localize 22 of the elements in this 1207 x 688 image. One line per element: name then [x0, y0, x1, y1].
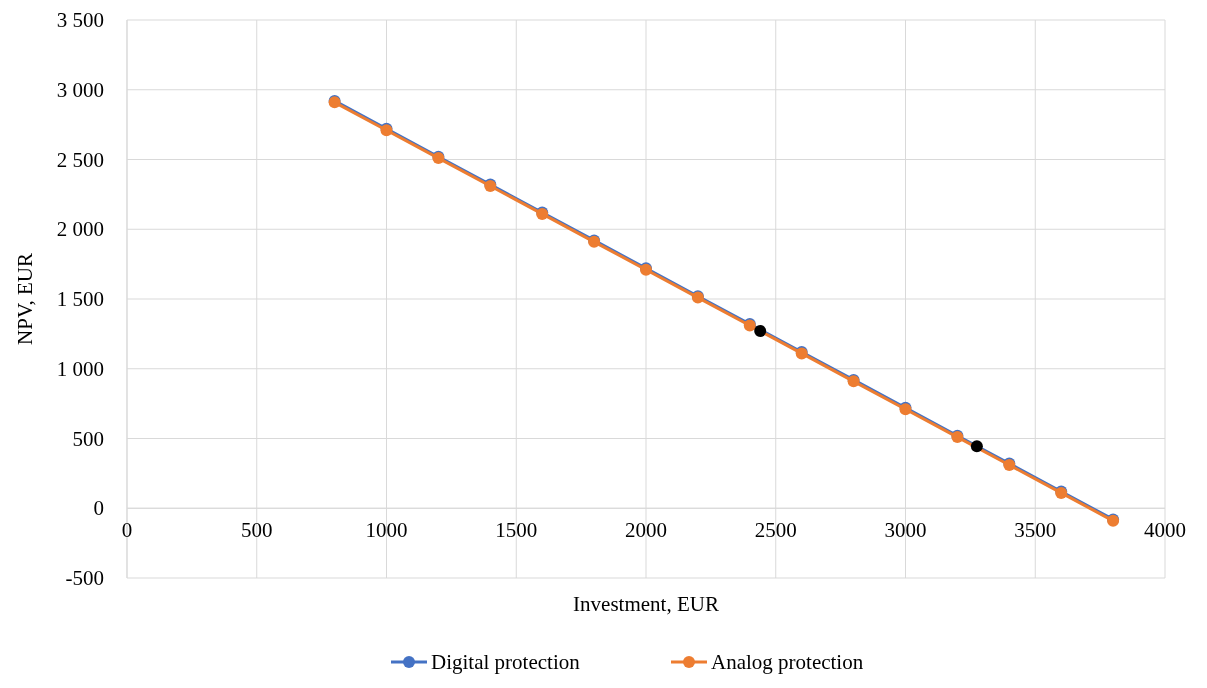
x-tick-label: 4000: [1144, 518, 1186, 543]
x-tick-label: 1500: [495, 518, 538, 543]
y-tick-label: 3 500: [56, 8, 104, 32]
x-tick-label: 3500: [1014, 518, 1057, 543]
y-tick-label: 1 000: [56, 356, 104, 381]
y-tick-label: 3 000: [56, 77, 104, 102]
y-tick-label: 0: [93, 496, 104, 521]
y-tick-label: 2 000: [56, 217, 104, 242]
y-axis-title: NPV, EUR: [13, 253, 37, 345]
x-tick-label: 500: [241, 518, 273, 543]
y-tick-label: 1 500: [56, 287, 104, 311]
x-tick-label: 1000: [365, 518, 408, 543]
x-tick-label: 3000: [884, 518, 927, 543]
x-tick-label: 0: [121, 518, 133, 543]
x-tick-label: 2500: [754, 518, 797, 543]
x-tick-label: 2000: [625, 518, 667, 543]
x-axis-title: Investment, EUR: [573, 592, 719, 616]
y-tick-label: 2 500: [56, 147, 104, 172]
legend-label: Digital protection: [431, 650, 581, 674]
y-tick-label: -500: [65, 566, 104, 590]
y-tick-label: 500: [72, 426, 104, 451]
legend-label: Analog protection: [711, 650, 864, 674]
